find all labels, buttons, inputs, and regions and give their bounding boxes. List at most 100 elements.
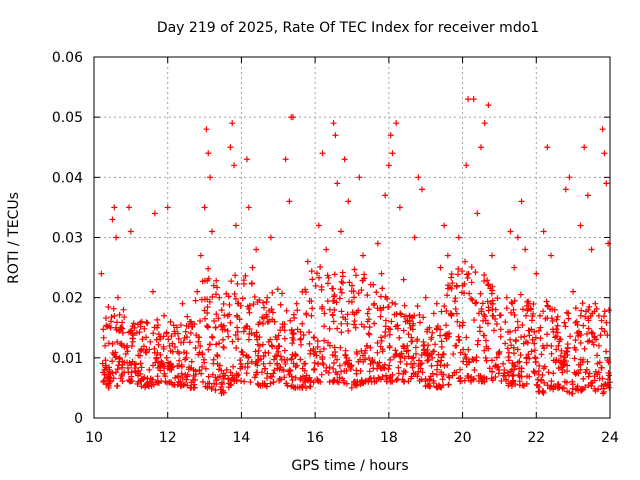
- data-point: [501, 370, 508, 377]
- data-point: [528, 317, 535, 324]
- data-point: [321, 323, 328, 330]
- data-point: [386, 374, 393, 381]
- data-point: [129, 323, 136, 330]
- data-point: [160, 333, 167, 340]
- data-point: [390, 353, 397, 360]
- data-point: [469, 296, 476, 303]
- data-point: [246, 302, 253, 309]
- data-point: [403, 348, 410, 355]
- data-point: [409, 313, 416, 320]
- data-point: [548, 252, 555, 259]
- data-point: [492, 306, 499, 313]
- data-point: [330, 285, 337, 292]
- data-point: [309, 305, 316, 312]
- data-point: [351, 266, 358, 273]
- data-point: [138, 383, 145, 390]
- data-point: [102, 342, 109, 349]
- data-point: [591, 385, 598, 392]
- data-point: [106, 374, 113, 381]
- data-point: [398, 350, 405, 357]
- data-point: [196, 367, 203, 374]
- data-point: [290, 114, 297, 121]
- data-point: [338, 368, 345, 375]
- data-point: [186, 339, 193, 346]
- data-point: [340, 377, 347, 384]
- data-point: [443, 322, 450, 329]
- data-point: [202, 365, 209, 372]
- data-point: [600, 385, 607, 392]
- data-point: [261, 304, 268, 311]
- data-point: [401, 302, 408, 309]
- data-point: [214, 360, 221, 367]
- data-point: [338, 308, 345, 315]
- data-point: [417, 365, 424, 372]
- data-point: [511, 297, 518, 304]
- data-point: [251, 374, 258, 381]
- data-point: [331, 291, 338, 298]
- data-point: [255, 321, 262, 328]
- data-point: [239, 295, 246, 302]
- data-point: [220, 336, 226, 343]
- data-point: [330, 318, 337, 325]
- data-point: [365, 378, 372, 385]
- data-point: [492, 316, 499, 323]
- data-point: [580, 322, 587, 329]
- data-point: [208, 228, 215, 235]
- data-point: [268, 373, 275, 380]
- data-point: [271, 318, 278, 325]
- data-point: [593, 336, 600, 343]
- data-point: [550, 386, 557, 393]
- data-point: [345, 298, 352, 305]
- data-point: [544, 302, 551, 309]
- data-point: [466, 290, 473, 297]
- data-point: [313, 270, 320, 277]
- data-point: [511, 312, 518, 319]
- data-point: [282, 360, 289, 367]
- data-point: [483, 357, 490, 364]
- data-point: [518, 198, 525, 205]
- data-point: [421, 346, 428, 353]
- data-point: [420, 342, 427, 349]
- data-point: [104, 323, 111, 330]
- data-point: [207, 174, 214, 181]
- y-tick-label: 0.06: [52, 50, 83, 66]
- data-point: [139, 336, 146, 343]
- data-point: [414, 303, 421, 310]
- data-point: [306, 383, 313, 390]
- data-point: [419, 186, 426, 193]
- data-point: [394, 322, 401, 329]
- data-point: [220, 389, 227, 396]
- data-point: [531, 340, 538, 347]
- data-point: [357, 356, 364, 363]
- data-point: [323, 246, 330, 253]
- data-point: [574, 330, 581, 337]
- data-point: [337, 286, 344, 293]
- data-point: [269, 309, 276, 316]
- data-point: [588, 246, 595, 253]
- data-point: [211, 318, 218, 325]
- data-point: [234, 280, 241, 287]
- data-point: [380, 304, 387, 311]
- data-point: [359, 277, 366, 284]
- data-point: [438, 354, 445, 361]
- data-point: [424, 328, 431, 335]
- data-point: [559, 360, 566, 367]
- data-point: [297, 341, 304, 348]
- data-point: [367, 360, 374, 367]
- data-point: [485, 304, 492, 311]
- data-point: [448, 274, 455, 281]
- data-point: [177, 322, 184, 329]
- data-point: [141, 325, 148, 332]
- data-point: [367, 375, 374, 382]
- data-point: [552, 334, 559, 341]
- data-point: [191, 381, 198, 388]
- data-point: [363, 342, 370, 349]
- data-point: [385, 162, 392, 169]
- data-point: [109, 358, 116, 365]
- data-point: [330, 365, 337, 372]
- data-point: [605, 369, 612, 376]
- data-point: [113, 234, 120, 241]
- data-point: [575, 333, 582, 340]
- data-point: [350, 288, 357, 295]
- data-point: [523, 312, 530, 319]
